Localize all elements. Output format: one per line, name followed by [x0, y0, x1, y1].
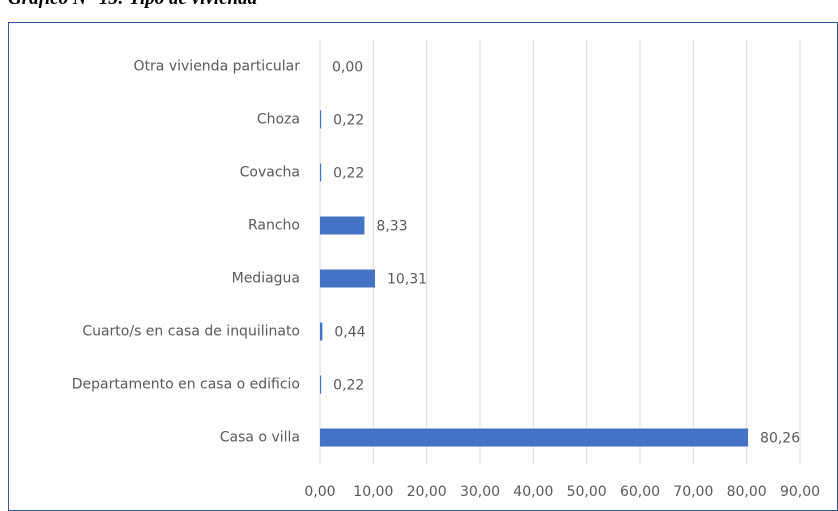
data-label: 0,22 — [333, 378, 364, 394]
x-tick-label: 70,00 — [673, 484, 713, 500]
x-tick-label: 10,00 — [353, 484, 393, 500]
bar — [320, 216, 365, 235]
x-tick-label: 90,00 — [780, 484, 820, 500]
bar — [320, 375, 322, 394]
y-tick-label: Choza — [257, 112, 300, 128]
chart-title: Gráfico N° 13: Tipo de vivienda — [8, 0, 258, 9]
bar — [320, 428, 749, 447]
y-tick-label: Rancho — [248, 218, 300, 234]
x-tick-label: 30,00 — [460, 484, 500, 500]
y-tick-label: Casa o villa — [220, 430, 300, 446]
y-tick-label: Mediagua — [232, 271, 300, 287]
data-label: 0,44 — [334, 325, 365, 341]
x-tick-label: 60,00 — [620, 484, 660, 500]
x-tick-label: 80,00 — [727, 484, 767, 500]
data-label: 0,00 — [332, 60, 363, 76]
data-label: 0,22 — [333, 166, 364, 182]
y-tick-label: Cuarto/s en casa de inquilinato — [82, 324, 300, 340]
bar — [320, 269, 375, 288]
x-tick-label: 20,00 — [407, 484, 447, 500]
data-label: 8,33 — [376, 219, 407, 235]
data-label: 80,26 — [760, 431, 800, 447]
y-tick-label: Covacha — [240, 165, 300, 181]
bar — [320, 163, 322, 182]
bar — [320, 110, 322, 129]
bar — [320, 322, 323, 341]
data-label: 10,31 — [387, 272, 427, 288]
data-label: 0,22 — [333, 113, 364, 129]
x-tick-label: 50,00 — [567, 484, 607, 500]
x-tick-label: 0,00 — [304, 484, 335, 500]
y-tick-label: Departamento en casa o edificio — [72, 377, 300, 393]
y-tick-label: Otra vivienda particular — [134, 59, 301, 75]
x-tick-label: 40,00 — [513, 484, 553, 500]
